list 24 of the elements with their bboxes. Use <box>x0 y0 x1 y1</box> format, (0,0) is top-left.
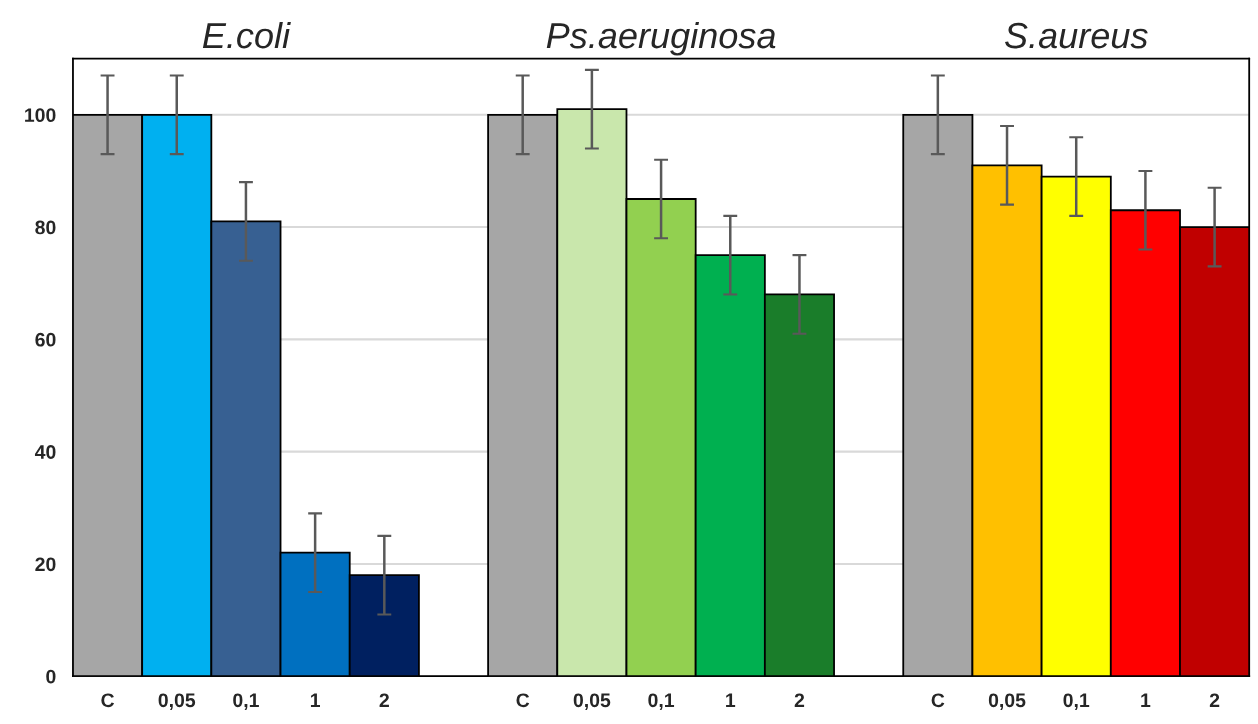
text: E.coli <box>202 21 291 49</box>
x-tick-label: 1 <box>1141 693 1151 707</box>
y-tick-label: 0 <box>46 669 56 684</box>
y-tick-label: 60 <box>35 332 56 347</box>
text: Ps.aeruginosa <box>546 21 776 56</box>
y-tick-label: 20 <box>35 557 56 572</box>
x-tick-label: C <box>516 693 530 708</box>
x-tick-label: 1 <box>726 693 736 707</box>
x-tick-label: 0,05 <box>573 693 611 710</box>
x-tick-label: 0,05 <box>988 693 1026 710</box>
y-tick-label: 100 <box>25 108 56 123</box>
x-tick-label: C <box>101 693 115 708</box>
text: S.aureus <box>1004 22 1148 49</box>
x-tick-label: 0,1 <box>233 693 259 710</box>
x-tick-label: 2 <box>794 693 805 707</box>
x-tick-label: 2 <box>379 693 389 707</box>
x-tick-label: 1 <box>310 693 320 707</box>
x-tick-label: 2 <box>1209 693 1220 707</box>
x-tick-label: 0,1 <box>1063 693 1090 710</box>
y-tick-label: 40 <box>34 445 56 459</box>
x-tick-label: C <box>931 693 945 708</box>
x-tick-label: 0,1 <box>648 693 675 710</box>
y-tick-label: 80 <box>35 220 56 235</box>
x-tick-label: 0,05 <box>158 693 196 710</box>
